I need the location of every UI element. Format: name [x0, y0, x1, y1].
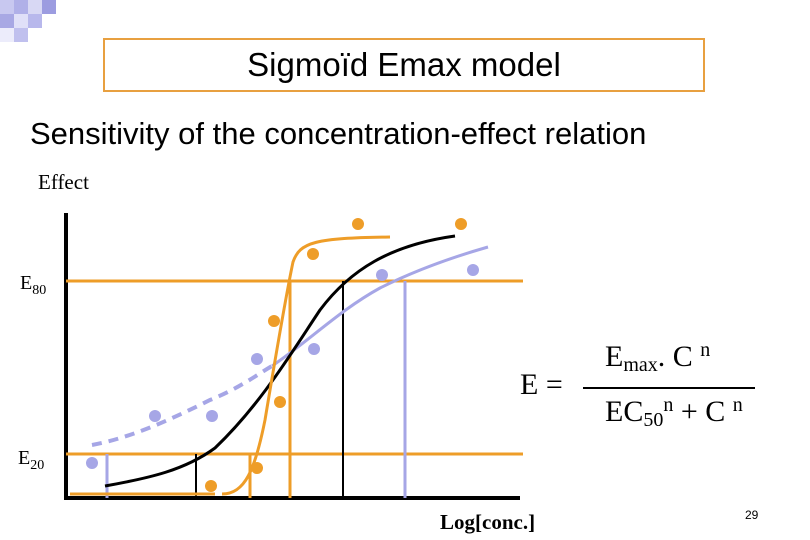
fraction-bar	[583, 387, 755, 389]
e20-label: E20	[18, 447, 45, 473]
black-curve	[104, 234, 456, 488]
lavender-curve	[271, 245, 489, 368]
lavender-data-point	[86, 457, 98, 469]
orange-data-point	[352, 218, 364, 230]
orange-data-point	[455, 218, 467, 230]
orange-data-point	[205, 480, 217, 492]
page-title: Sigmoïd Emax model	[247, 46, 561, 83]
title-box: Sigmoïd Emax model	[103, 38, 705, 92]
lavender-data-point	[251, 353, 263, 365]
corner-decoration	[0, 0, 56, 42]
lavender-data-point	[149, 410, 161, 422]
page-number: 29	[745, 508, 759, 522]
orange-data-point	[307, 248, 319, 260]
lavender-data-point	[467, 264, 479, 276]
data-points	[86, 218, 479, 492]
subtitle: Sensitivity of the concentration-effect …	[30, 116, 647, 151]
lavender-data-point	[308, 343, 320, 355]
x-axis-label: Log[conc.]	[440, 510, 536, 534]
orange-data-point	[251, 462, 263, 474]
lavender-data-point	[206, 410, 218, 422]
y-axis-label: Effect	[38, 170, 89, 194]
formula-numerator: Emax. C n	[605, 339, 711, 376]
orange-data-point	[268, 315, 280, 327]
e80-label: E80	[20, 272, 47, 298]
lavender-dashed-curve	[91, 364, 273, 447]
orange-data-point	[274, 396, 286, 408]
formula-lhs: E =	[520, 368, 563, 401]
formula-denominator: EC50n + C n	[605, 394, 743, 431]
orange-curve	[221, 235, 391, 496]
lavender-data-point	[376, 269, 388, 281]
